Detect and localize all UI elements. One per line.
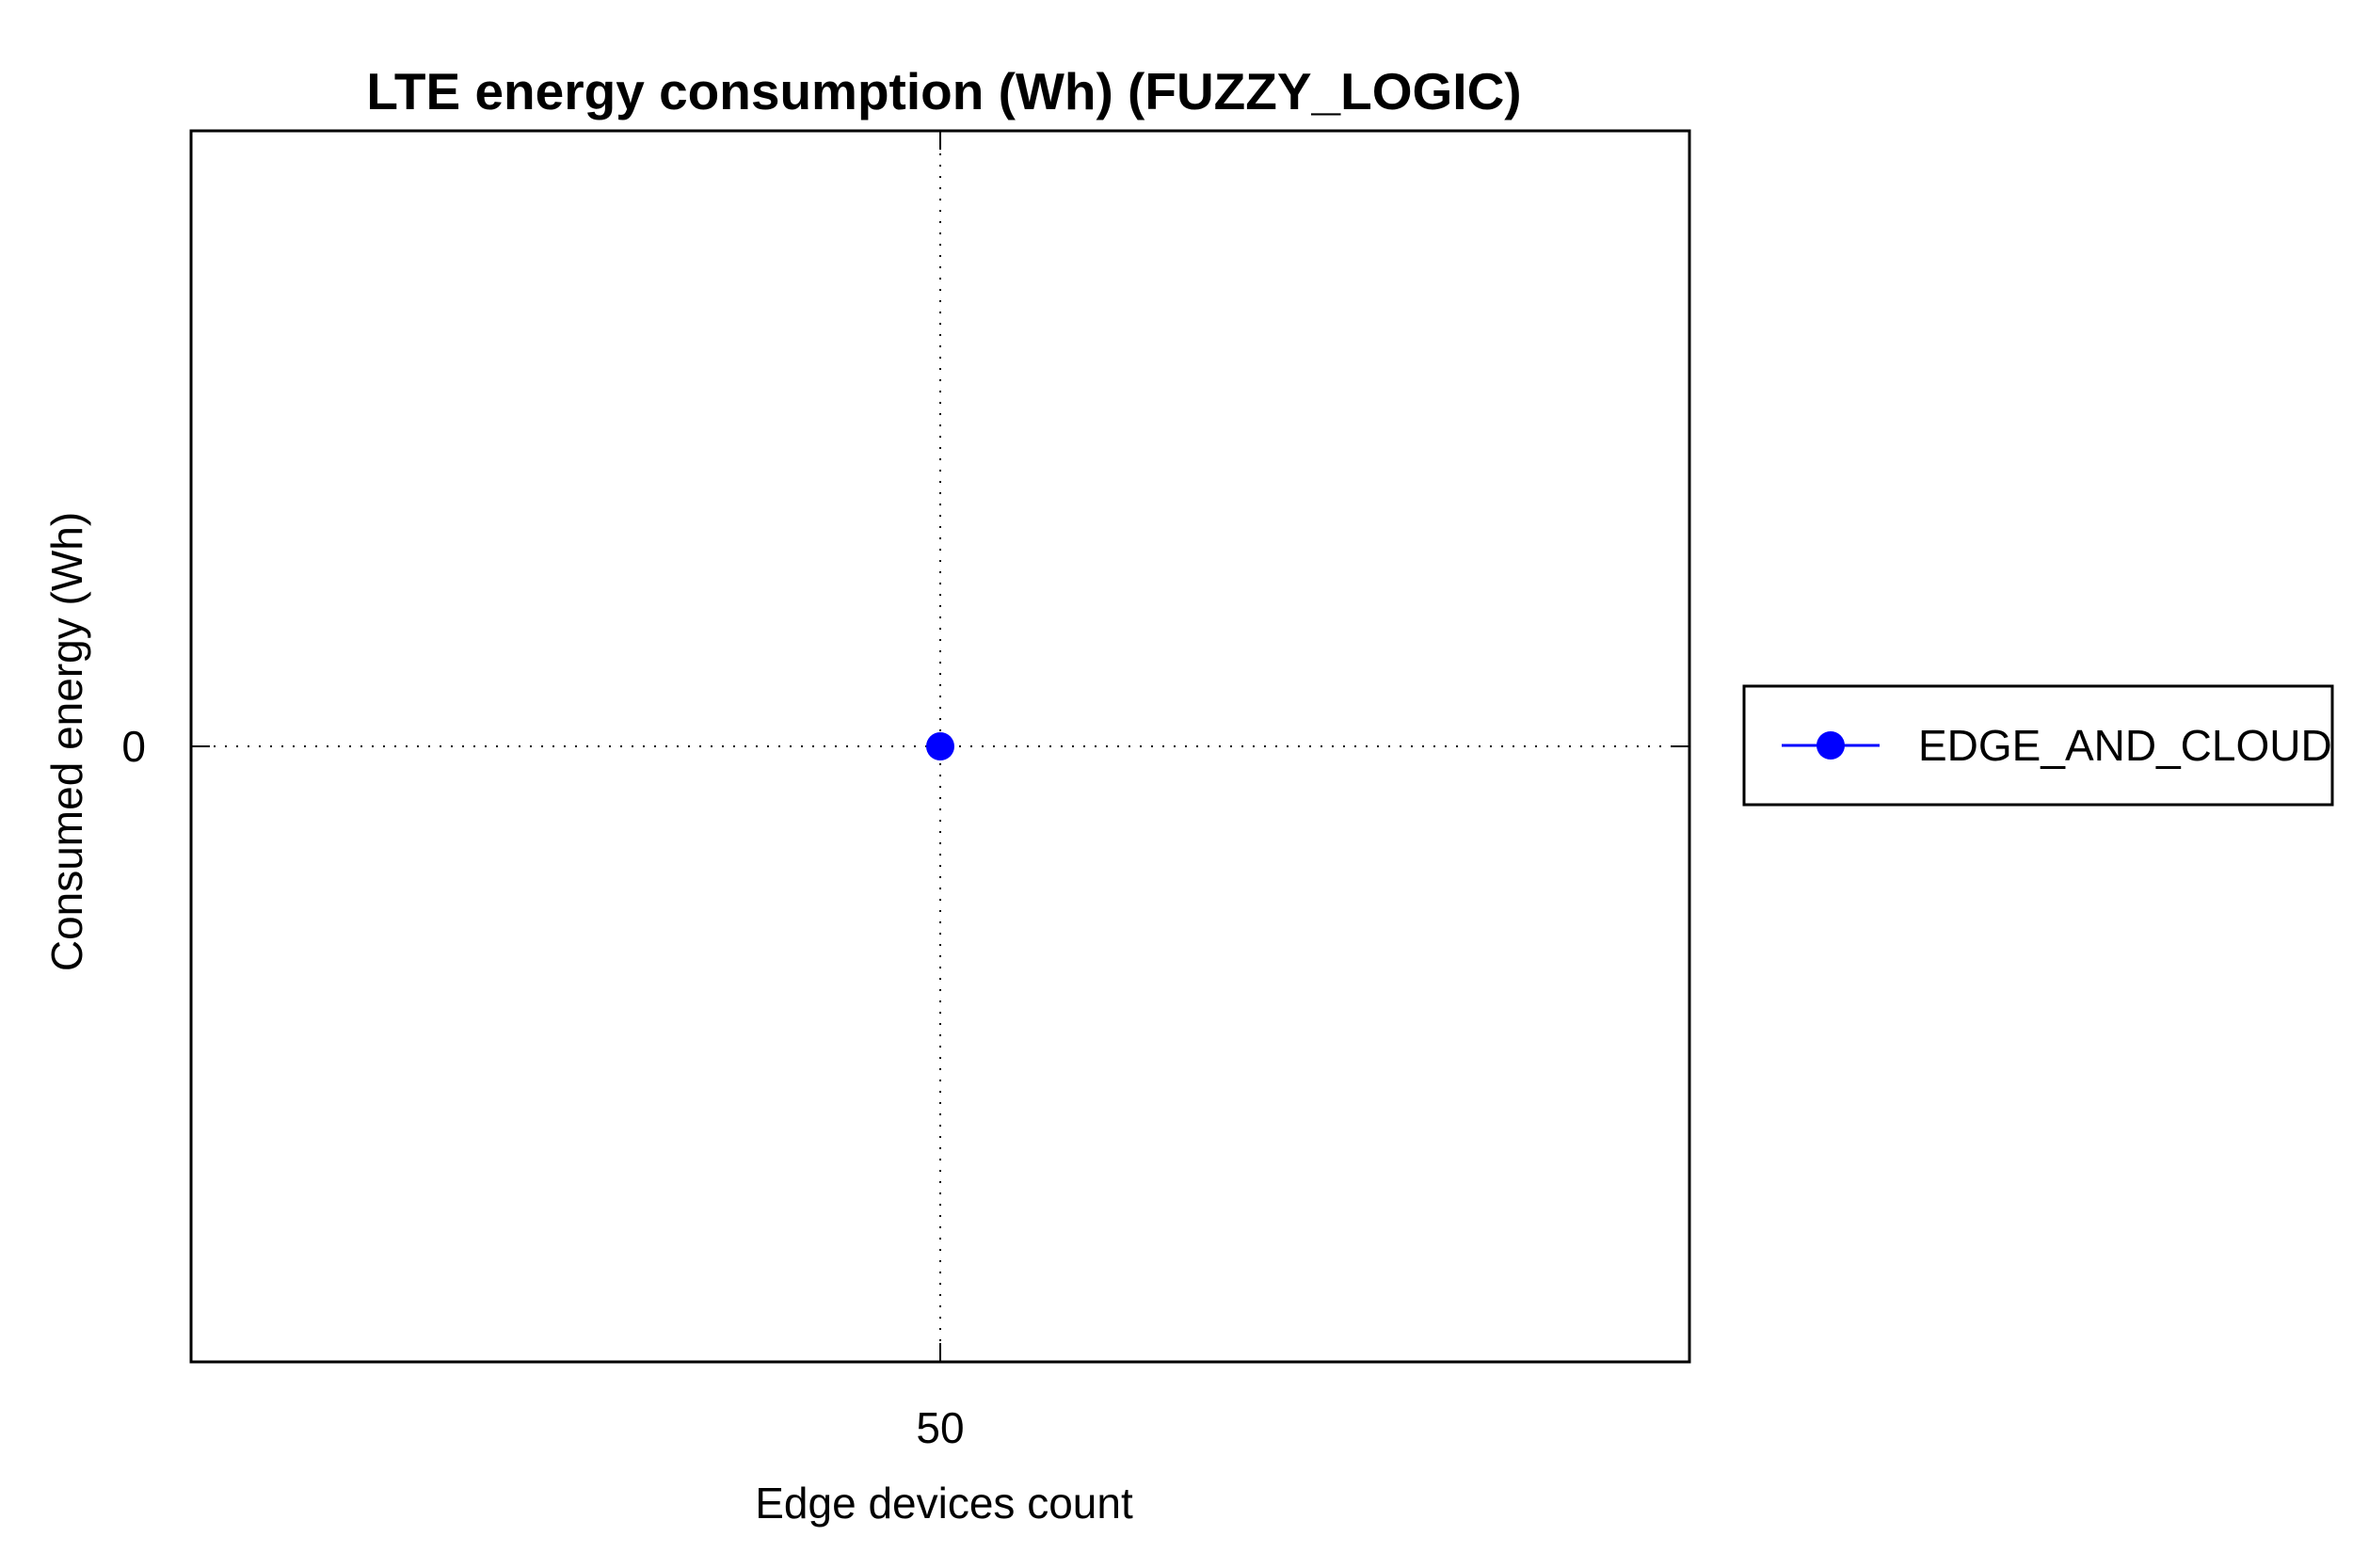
x-tick-label: 50	[916, 1403, 964, 1452]
x-axis-label: Edge devices count	[755, 1479, 1133, 1528]
legend-label-edge-and-cloud: EDGE_AND_CLOUD	[1918, 721, 2332, 770]
y-axis: 0	[121, 722, 1689, 771]
data-point[interactable]	[926, 732, 954, 760]
y-tick-label: 0	[121, 722, 146, 771]
legend-marker-edge-and-cloud	[1817, 731, 1845, 760]
legend[interactable]: EDGE_AND_CLOUD	[1742, 684, 2334, 807]
chart-title: LTE energy consumption (Wh) (FUZZY_LOGIC…	[366, 62, 1521, 120]
grid	[191, 131, 1689, 1362]
x-axis: 50	[916, 131, 965, 1452]
y-axis-label: Consumed energy (Wh)	[42, 512, 91, 971]
series-layer	[926, 732, 954, 760]
